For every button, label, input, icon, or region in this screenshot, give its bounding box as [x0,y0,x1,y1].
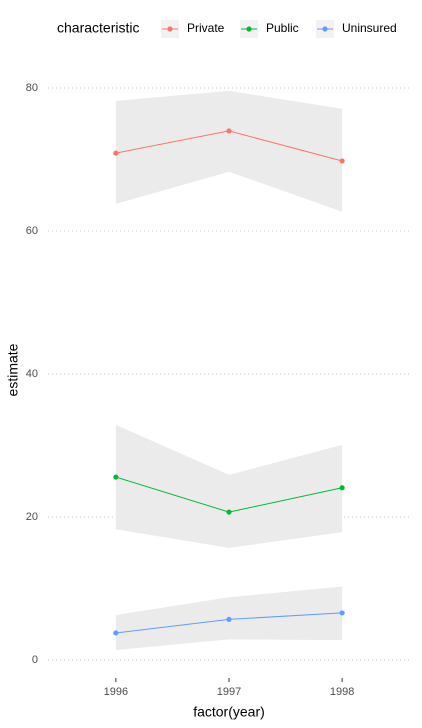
legend-label: Private [187,21,225,35]
legend-label: Uninsured [342,21,397,35]
x-axis-title: factor(year) [193,704,265,720]
point [339,158,345,164]
point [113,630,119,636]
point [226,509,232,515]
confidence-ribbon [115,90,343,212]
legend-title: characteristic [57,20,139,36]
y-axis-title: estimate [5,343,21,396]
point [226,616,232,622]
legend-key-point [322,26,328,32]
point [113,474,119,480]
y-tick-label: 80 [26,82,38,94]
x-tick-label: 1997 [217,686,241,698]
y-tick-label: 0 [32,654,38,666]
legend-label: Public [266,21,299,35]
point [339,485,345,491]
x-tick-label: 1996 [104,686,128,698]
point [113,150,119,156]
legend-key-point [167,26,173,32]
y-tick-label: 60 [26,225,38,237]
legend-key-point [246,26,252,32]
point [226,128,232,134]
x-tick-label: 1998 [330,686,354,698]
y-tick-label: 40 [26,368,38,380]
y-tick-label: 20 [26,511,38,523]
point [339,610,345,616]
confidence-ribbon [115,424,343,548]
